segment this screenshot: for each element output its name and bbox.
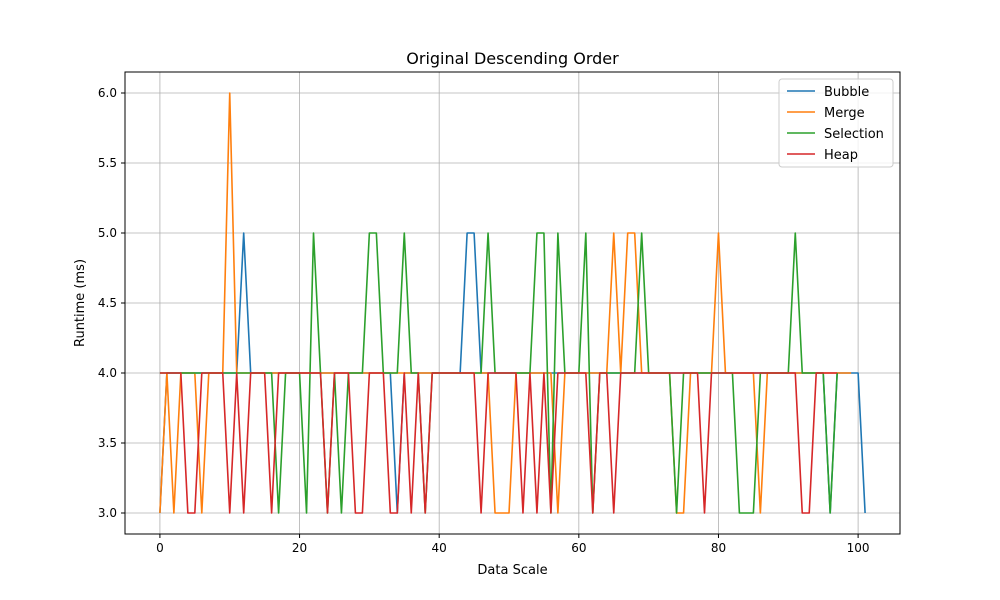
y-tick-label: 4.0 [98, 366, 117, 380]
y-tick-label: 5.0 [98, 226, 117, 240]
legend: Bubble Merge Selection Heap [778, 78, 894, 168]
x-tick-label: 40 [432, 541, 447, 555]
legend-entries: Bubble Merge Selection Heap [787, 85, 884, 163]
legend-label-selection: Selection [824, 127, 884, 142]
x-tick-label: 80 [711, 541, 726, 555]
legend-box [778, 78, 894, 168]
chart-title: Original Descending Order [406, 49, 619, 68]
plot-lines [159, 92, 866, 514]
legend-label-heap: Heap [824, 148, 858, 163]
y-tick-label: 4.5 [98, 296, 117, 310]
x-axis-ticks: 0 20 40 60 80 100 [156, 534, 870, 555]
x-tick-label: 60 [571, 541, 586, 555]
y-tick-label: 3.5 [98, 436, 117, 450]
legend-label-bubble: Bubble [824, 85, 869, 100]
legend-label-merge: Merge [824, 106, 865, 121]
y-axis-label: Runtime (ms) [73, 259, 88, 347]
x-axis-label: Data Scale [477, 563, 547, 578]
series-line-heap [159, 372, 838, 514]
x-tick-label: 20 [292, 541, 307, 555]
x-tick-label: 0 [156, 541, 164, 555]
x-tick-label: 100 [847, 541, 870, 555]
y-tick-label: 6.0 [98, 86, 117, 100]
y-tick-label: 5.5 [98, 156, 117, 170]
y-tick-label: 3.0 [98, 506, 117, 520]
y-axis-ticks: 3.0 3.5 4.0 4.5 5.0 5.5 6.0 [98, 86, 125, 520]
